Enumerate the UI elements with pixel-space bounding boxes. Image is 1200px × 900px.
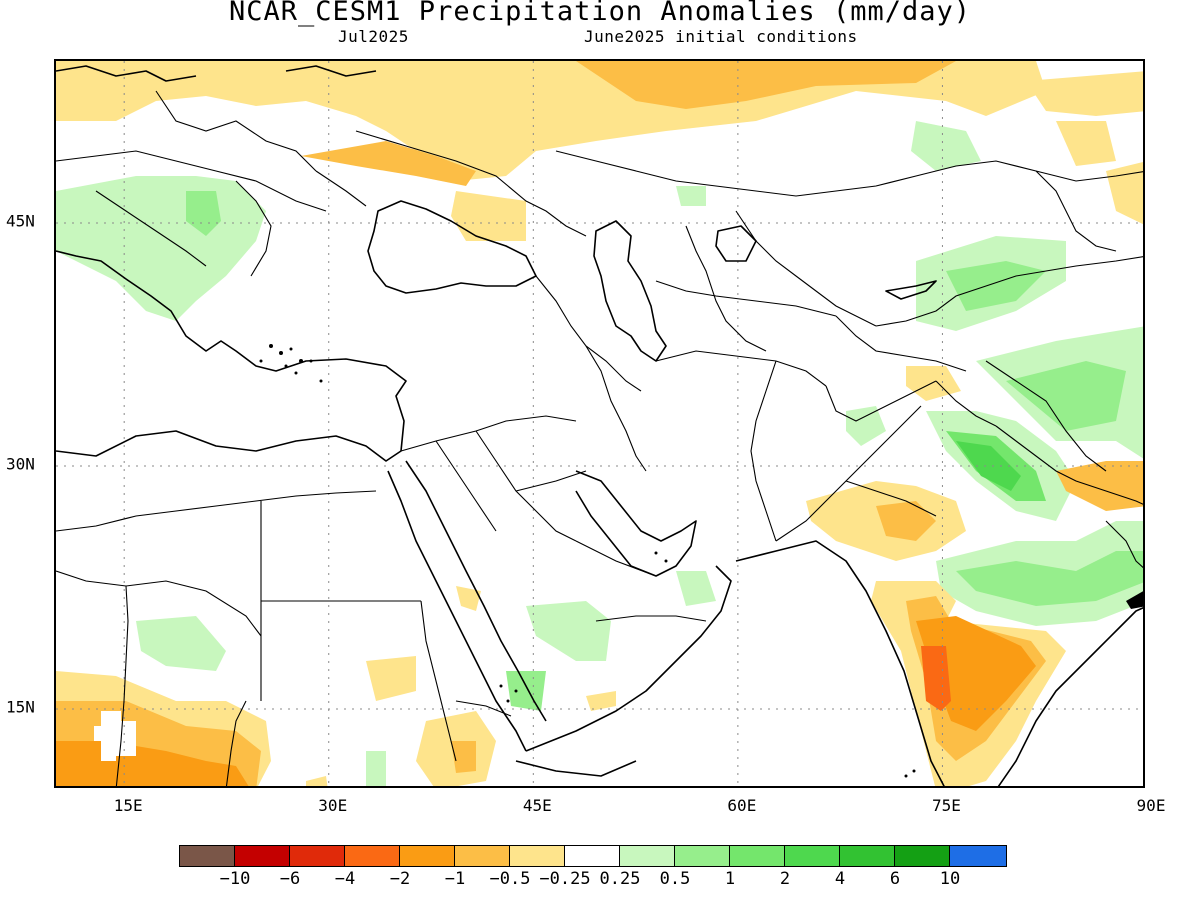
color-legend-swatch <box>950 846 1006 866</box>
color-legend-swatch <box>675 846 730 866</box>
color-legend-label: 0.25 <box>599 869 641 889</box>
y-tick-label: 30N <box>6 454 35 474</box>
x-tick-label: 45E <box>522 796 552 815</box>
color-legend-label: −1 <box>444 869 466 889</box>
dry-anomaly-nepal <box>1056 461 1143 511</box>
dry-anomaly-ethiopia-core <box>451 741 476 773</box>
color-legend-swatch <box>730 846 785 866</box>
y-tick-label: 15N <box>6 697 35 717</box>
no-data-patch <box>94 711 136 761</box>
dry-anomaly-ne-edge <box>1106 161 1143 225</box>
dry-anomaly-yemen-north <box>456 586 481 611</box>
color-legend-label: 2 <box>779 869 791 889</box>
color-legend-swatch <box>345 846 400 866</box>
color-legend-swatch <box>180 846 235 866</box>
wet-anomaly-central-asia <box>911 121 981 171</box>
anomaly-shading <box>56 61 1143 786</box>
wet-anomaly-balkans-core <box>186 191 221 236</box>
dry-anomaly-fareast <box>1026 71 1143 116</box>
wet-anomaly-kazakh-small <box>676 186 706 206</box>
dry-anomaly-west <box>56 81 116 121</box>
borders <box>56 90 1143 786</box>
wet-anomaly-himalaya-peak <box>956 441 1021 491</box>
color-legend-label: −2 <box>389 869 411 889</box>
color-legend-label: −6 <box>279 869 301 889</box>
color-legend-swatch <box>565 846 620 866</box>
x-tick-label: 90E <box>1136 796 1166 815</box>
color-legend-label: −0.25 <box>539 869 591 889</box>
wet-anomaly-sudan <box>136 616 226 671</box>
dry-anomaly-india-north-core <box>876 501 936 541</box>
dry-anomaly-north <box>56 61 1046 181</box>
wet-anomaly-pakistan <box>846 406 886 446</box>
x-tick-label: 75E <box>931 796 961 815</box>
color-legend-swatch <box>620 846 675 866</box>
color-legend-bar <box>179 845 1007 867</box>
dry-anomaly-kashmir <box>906 366 961 401</box>
map-title: NCAR_CESM1 Precipitation Anomalies (mm/d… <box>229 0 971 27</box>
y-tick-label: 45N <box>6 211 35 231</box>
wet-anomaly-balkans <box>56 176 266 321</box>
islands <box>259 344 1143 778</box>
dry-anomaly-north-core <box>576 61 956 109</box>
wet-anomaly-east-india-core <box>956 551 1143 606</box>
anomaly-map <box>56 61 1143 786</box>
color-legend-swatch <box>400 846 455 866</box>
color-legend-swatch <box>290 846 345 866</box>
color-legend-swatch <box>455 846 510 866</box>
dry-anomaly-mongolia <box>1056 121 1116 166</box>
color-legend-label: −0.5 <box>489 869 531 889</box>
wet-anomaly-tibet-core <box>1006 361 1126 431</box>
color-legend-label: −10 <box>219 869 251 889</box>
dry-anomaly-south-india-peak <box>921 646 951 711</box>
color-legend-label: 0.5 <box>659 869 691 889</box>
wet-anomaly-china-core <box>946 261 1046 311</box>
map-panel <box>54 59 1145 788</box>
wet-anomaly-sudan-east <box>366 751 386 786</box>
wet-anomaly-arabia <box>526 601 611 661</box>
wet-anomaly-yemen <box>506 671 546 711</box>
x-tick-label: 15E <box>113 796 143 815</box>
dry-anomaly-somalia <box>586 691 616 711</box>
color-legend-label: 4 <box>834 869 846 889</box>
dry-anomaly-caucasus <box>451 191 526 241</box>
color-legend-label: 6 <box>889 869 901 889</box>
x-tick-label: 60E <box>727 796 757 815</box>
x-tick-label: 30E <box>318 796 348 815</box>
color-legend-swatch <box>785 846 840 866</box>
color-legend-swatch <box>895 846 950 866</box>
color-legend-label: 10 <box>939 869 961 889</box>
wet-anomaly-oman <box>676 571 716 606</box>
graticule <box>56 61 1143 786</box>
color-legend-swatch <box>235 846 290 866</box>
dry-anomaly-yemen <box>366 656 416 701</box>
dry-anomaly-africa-mid <box>306 776 328 786</box>
color-legend-label: 1 <box>724 869 736 889</box>
forecast-month: Jul2025 <box>338 27 409 46</box>
coastlines <box>56 65 1143 786</box>
dry-anomaly-kazakh <box>301 141 476 186</box>
color-legend-swatch <box>510 846 565 866</box>
initial-conditions: June2025 initial conditions <box>584 27 858 46</box>
color-legend-swatch <box>840 846 895 866</box>
color-legend-label: −4 <box>334 869 356 889</box>
